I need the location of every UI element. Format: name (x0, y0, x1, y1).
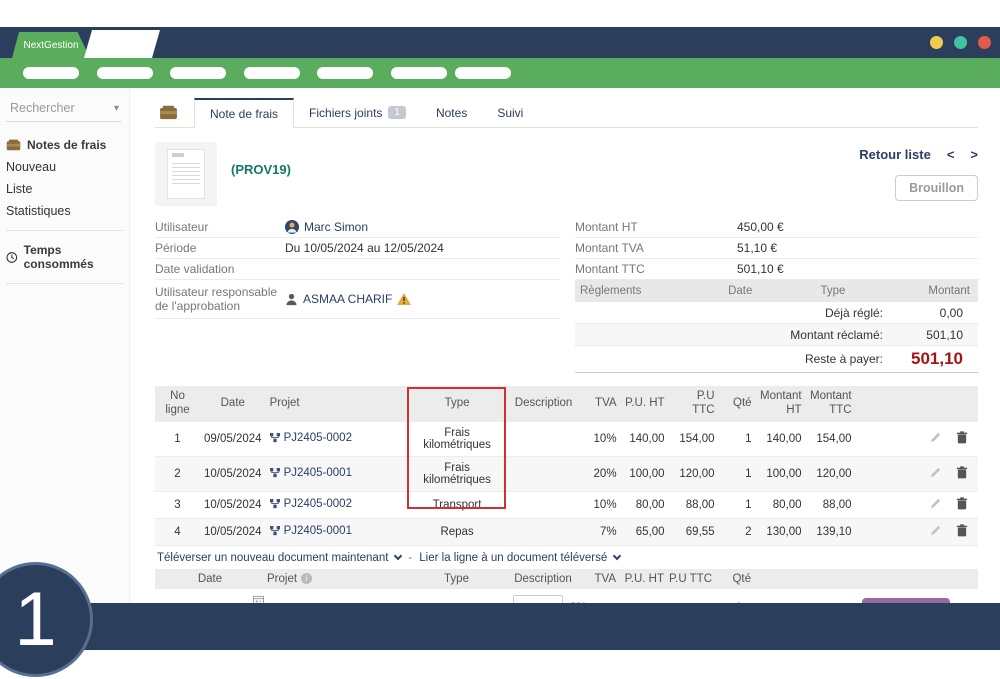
sidebar-secondary-label: Temps consommés (23, 243, 94, 271)
chevron-down-icon[interactable] (394, 551, 403, 560)
tab-fichiers-joints[interactable]: Fichiers joints 1 (294, 98, 421, 127)
chevron-down-icon: ▾ (113, 102, 119, 114)
table-row: 4 10/05/2024 PJ2405-0001 Repas 7% 65,00 … (155, 518, 978, 546)
table-row: 2 10/05/2024 PJ2405-0001 Frais kilométri… (155, 456, 978, 492)
sidebar-item-temps-consommes[interactable]: Temps consommés (0, 240, 129, 274)
approver-link[interactable]: ASMAA CHARIF (285, 292, 412, 306)
nav-pill[interactable] (170, 67, 226, 79)
reglements-header: Règlements Date Type Montant (575, 280, 978, 302)
edit-icon[interactable] (929, 466, 942, 482)
delete-icon[interactable] (956, 465, 968, 482)
avatar-icon (285, 220, 299, 234)
delete-icon[interactable] (956, 430, 968, 447)
user-link[interactable]: Marc Simon (285, 220, 368, 234)
detail-row-approbateur: Utilisateur responsable de l'approbation… (155, 280, 560, 319)
edit-icon[interactable] (929, 497, 942, 513)
window-dot-yellow[interactable] (930, 36, 943, 49)
amounts-panel: Montant HT 450,00 € Montant TVA 51,10 € … (575, 217, 978, 373)
upload-links-row: Téléverser un nouveau document maintenan… (155, 546, 978, 569)
brand-tab[interactable]: NextGestion (12, 32, 90, 58)
document-reference: (PROV19) (231, 162, 291, 177)
window-controls (930, 36, 991, 49)
person-icon (286, 293, 297, 305)
table-row: 1 09/05/2024 PJ2405-0002 Frais kilométri… (155, 421, 978, 457)
status-badge: Brouillon (895, 175, 978, 201)
tab-note-de-frais[interactable]: Note de frais (194, 98, 295, 128)
summary-row-montant-reclame: Montant réclamé: 501,10 (575, 324, 978, 346)
search-placeholder: Rechercher (10, 101, 75, 115)
expense-lines-table: No ligne Date Projet Type Description TV… (155, 386, 978, 546)
window-dot-teal[interactable] (954, 36, 967, 49)
masked-tab (83, 30, 161, 58)
sidebar-item-statistiques[interactable]: Statistiques (6, 204, 71, 218)
table-header-row: No ligne Date Projet Type Description TV… (155, 386, 978, 422)
amount-row-ht: Montant HT 450,00 € (575, 217, 978, 238)
detail-row-periode: Période Du 10/05/2024 au 12/05/2024 (155, 238, 560, 259)
tab-notes[interactable]: Notes (435, 105, 468, 120)
detail-row-utilisateur: Utilisateur Marc Simon (155, 217, 560, 238)
sidebar-divider (6, 283, 123, 284)
warning-icon (397, 293, 412, 305)
tab-suivi[interactable]: Suivi (497, 105, 524, 120)
chevron-down-icon[interactable] (612, 551, 622, 560)
next-arrow-icon[interactable]: > (970, 147, 978, 162)
bottom-bar (0, 603, 1000, 650)
top-header-bar: NextGestion (0, 27, 1000, 58)
summary-row-deja-regle: Déjà réglé: 0,00 (575, 302, 978, 324)
project-link[interactable]: PJ2405-0001 (269, 467, 352, 479)
project-icon (269, 467, 280, 477)
sidebar-item-liste[interactable]: Liste (6, 182, 33, 196)
details-panel: Utilisateur Marc Simon Période Du 10/05/… (155, 217, 560, 319)
project-link[interactable]: PJ2405-0002 (269, 432, 352, 444)
wallet-icon (155, 98, 182, 127)
sidebar-group-label: Notes de frais (27, 138, 107, 152)
clock-icon (6, 251, 18, 263)
project-link[interactable]: PJ2405-0002 (269, 498, 352, 510)
step-number: 1 (14, 577, 57, 662)
summary-row-reste-a-payer: Reste à payer: 501,10 (575, 346, 978, 373)
nav-pill[interactable] (244, 67, 300, 79)
add-line-form-header: Date Projet i Type Description TVA P.U. H… (155, 568, 978, 589)
edit-icon[interactable] (929, 431, 942, 447)
delete-icon[interactable] (956, 523, 968, 540)
nav-pill[interactable] (391, 67, 447, 79)
brand-name: NextGestion (23, 39, 79, 51)
project-link[interactable]: PJ2405-0001 (269, 525, 352, 537)
amount-row-tva: Montant TVA 51,10 € (575, 238, 978, 259)
sidebar-search-select[interactable]: Rechercher ▾ (6, 99, 121, 122)
project-icon (269, 498, 280, 508)
tab-bar: Note de frais Fichiers joints 1 Notes Su… (155, 98, 978, 128)
prev-arrow-icon[interactable]: < (946, 147, 955, 162)
edit-icon[interactable] (929, 524, 942, 540)
sidebar-item-notes-de-frais[interactable]: Notes de frais (0, 135, 129, 155)
info-icon: i (301, 573, 313, 585)
sidebar-divider (6, 230, 123, 231)
link-document-link[interactable]: Lier la ligne à un document téléversé (419, 551, 608, 564)
document-header: (PROV19) Retour liste < > Brouillon (155, 142, 978, 206)
window-dot-red[interactable] (978, 36, 991, 49)
reste-a-payer-value: 501,10 (911, 349, 963, 368)
step-number-badge: 1 (0, 562, 93, 677)
attachment-count-badge: 1 (388, 106, 406, 119)
project-icon (269, 432, 280, 442)
nav-pill[interactable] (97, 67, 153, 79)
sidebar: Rechercher ▾ Notes de frais Nouveau List… (0, 88, 130, 603)
amount-row-ttc: Montant TTC 501,10 € (575, 259, 978, 280)
delete-icon[interactable] (956, 496, 968, 513)
nav-pill[interactable] (455, 67, 511, 79)
main-content: Note de frais Fichiers joints 1 Notes Su… (130, 88, 1000, 642)
nav-pill[interactable] (23, 67, 79, 79)
back-to-list-link[interactable]: Retour liste (859, 147, 931, 162)
wallet-icon (6, 139, 21, 151)
detail-row-date-validation: Date validation (155, 259, 560, 280)
main-nav-bar (0, 58, 1000, 88)
table-row: 3 10/05/2024 PJ2405-0002 Transport 10% 8… (155, 491, 978, 519)
sidebar-item-nouveau[interactable]: Nouveau (6, 160, 57, 174)
nav-pill[interactable] (317, 67, 373, 79)
upload-document-link[interactable]: Téléverser un nouveau document maintenan… (157, 551, 389, 564)
project-icon (269, 525, 280, 535)
document-thumbnail[interactable] (155, 142, 217, 206)
